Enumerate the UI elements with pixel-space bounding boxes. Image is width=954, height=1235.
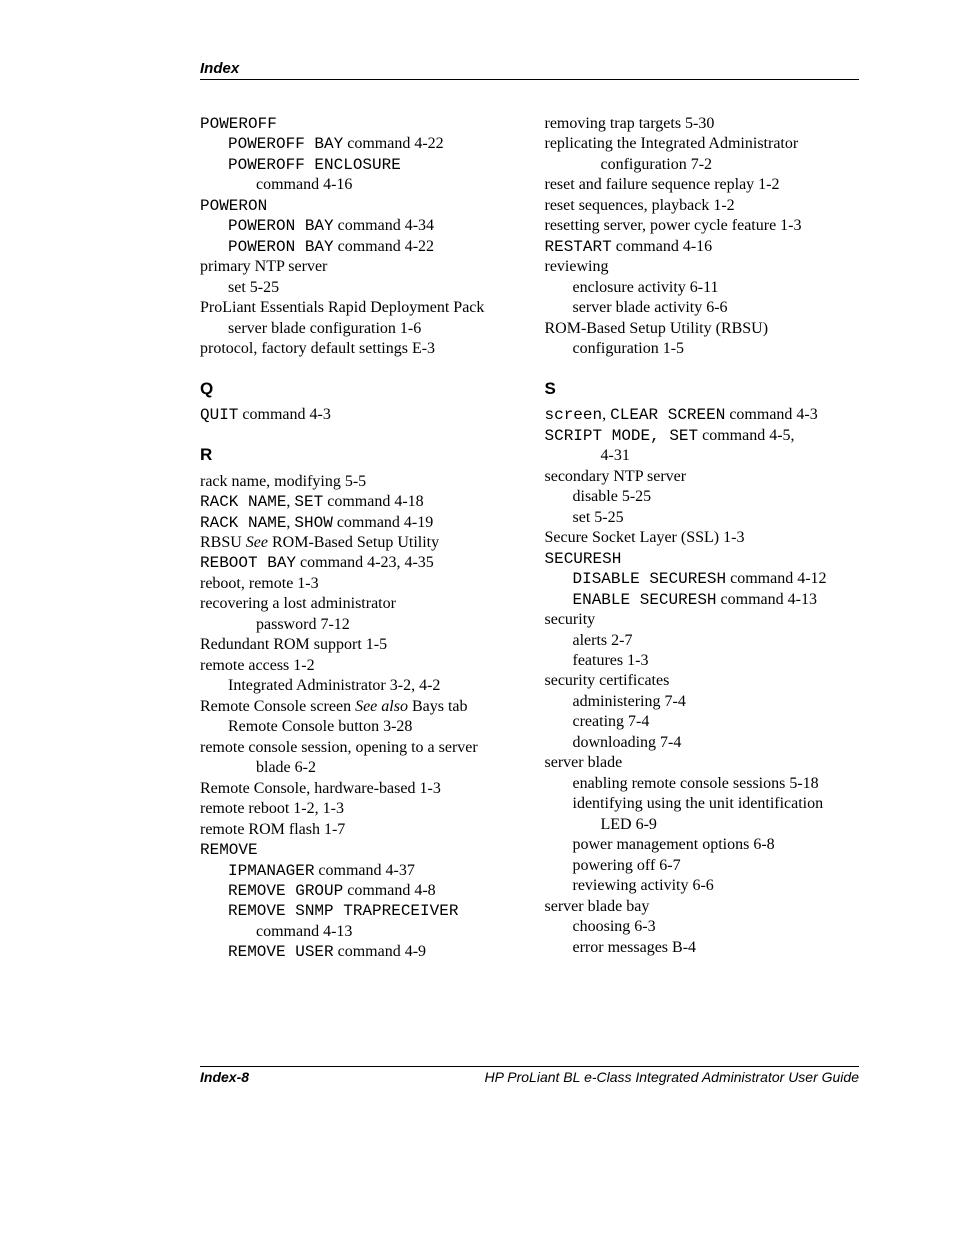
index-entry: Integrated Administrator 3-2, 4-2 (200, 676, 515, 696)
index-entry: RACK NAME, SET command 4-18 (200, 492, 515, 512)
index-entry: server blade (545, 753, 860, 773)
index-entry: POWERON BAY command 4-22 (200, 237, 515, 257)
index-entry: screen, CLEAR SCREEN command 4-3 (545, 405, 860, 425)
index-entry: command 4-16 (200, 175, 515, 195)
index-entry: Redundant ROM support 1-5 (200, 635, 515, 655)
index-entry: POWEROFF BAY command 4-22 (200, 134, 515, 154)
index-entry: primary NTP server (200, 257, 515, 277)
index-columns: POWEROFFPOWEROFF BAY command 4-22POWEROF… (200, 114, 859, 963)
footer-title: HP ProLiant BL e-Class Integrated Admini… (484, 1069, 859, 1085)
index-entry: QUIT command 4-3 (200, 405, 515, 425)
index-entry: resetting server, power cycle feature 1-… (545, 216, 860, 236)
index-entry: administering 7-4 (545, 692, 860, 712)
right-column: removing trap targets 5-30replicating th… (545, 114, 860, 963)
index-entry: ENABLE SECURESH command 4-13 (545, 590, 860, 610)
index-entry: creating 7-4 (545, 712, 860, 732)
index-entry: REMOVE SNMP TRAPRECEIVER (200, 901, 515, 921)
index-entry: password 7-12 (200, 615, 515, 635)
index-entry: server blade bay (545, 897, 860, 917)
index-entry: SECURESH (545, 549, 860, 569)
index-entry: blade 6-2 (200, 758, 515, 778)
index-entry: configuration 1-5 (545, 339, 860, 359)
index-entry: security certificates (545, 671, 860, 691)
index-entry: choosing 6-3 (545, 917, 860, 937)
index-entry: IPMANAGER command 4-37 (200, 861, 515, 881)
index-entry: secondary NTP server (545, 467, 860, 487)
index-entry: configuration 7-2 (545, 155, 860, 175)
index-entry: reboot, remote 1-3 (200, 574, 515, 594)
index-entry: protocol, factory default settings E-3 (200, 339, 515, 359)
index-entry: reset and failure sequence replay 1-2 (545, 175, 860, 195)
index-entry: 4-31 (545, 446, 860, 466)
index-section-head: Q (200, 378, 515, 400)
index-entry: remote reboot 1-2, 1-3 (200, 799, 515, 819)
index-entry: RBSU See ROM-Based Setup Utility (200, 533, 515, 553)
index-section-head: R (200, 444, 515, 466)
index-entry: downloading 7-4 (545, 733, 860, 753)
index-entry: POWERON BAY command 4-34 (200, 216, 515, 236)
index-entry: remote console session, opening to a ser… (200, 738, 515, 758)
index-entry: reviewing (545, 257, 860, 277)
index-entry: Remote Console button 3-28 (200, 717, 515, 737)
index-section-head: S (545, 378, 860, 400)
index-entry: RACK NAME, SHOW command 4-19 (200, 513, 515, 533)
index-entry: enabling remote console sessions 5-18 (545, 774, 860, 794)
index-entry: server blade activity 6-6 (545, 298, 860, 318)
footer-page-number: Index-8 (200, 1069, 249, 1085)
index-entry: DISABLE SECURESH command 4-12 (545, 569, 860, 589)
index-entry: LED 6-9 (545, 815, 860, 835)
index-entry: removing trap targets 5-30 (545, 114, 860, 134)
index-entry: command 4-13 (200, 922, 515, 942)
index-entry: alerts 2-7 (545, 631, 860, 651)
index-entry: power management options 6-8 (545, 835, 860, 855)
index-entry: set 5-25 (545, 508, 860, 528)
left-column: POWEROFFPOWEROFF BAY command 4-22POWEROF… (200, 114, 515, 963)
index-entry: RESTART command 4-16 (545, 237, 860, 257)
index-entry: remote ROM flash 1-7 (200, 820, 515, 840)
index-entry: reset sequences, playback 1-2 (545, 196, 860, 216)
index-entry: Remote Console screen See also Bays tab (200, 697, 515, 717)
index-entry: Secure Socket Layer (SSL) 1-3 (545, 528, 860, 548)
index-entry: ProLiant Essentials Rapid Deployment Pac… (200, 298, 515, 318)
index-entry: features 1-3 (545, 651, 860, 671)
index-entry: identifying using the unit identificatio… (545, 794, 860, 814)
index-entry: error messages B-4 (545, 938, 860, 958)
index-entry: set 5-25 (200, 278, 515, 298)
page-header: Index (200, 60, 859, 80)
index-entry: SCRIPT MODE, SET command 4-5, (545, 426, 860, 446)
index-entry: POWERON (200, 196, 515, 216)
index-entry: REMOVE GROUP command 4-8 (200, 881, 515, 901)
index-entry: POWEROFF ENCLOSURE (200, 155, 515, 175)
index-entry: remote access 1-2 (200, 656, 515, 676)
index-entry: powering off 6-7 (545, 856, 860, 876)
index-entry: REMOVE (200, 840, 515, 860)
index-entry: reviewing activity 6-6 (545, 876, 860, 896)
index-entry: REMOVE USER command 4-9 (200, 942, 515, 962)
index-entry: rack name, modifying 5-5 (200, 472, 515, 492)
index-entry: recovering a lost administrator (200, 594, 515, 614)
index-entry: ROM-Based Setup Utility (RBSU) (545, 319, 860, 339)
page-footer: Index-8 HP ProLiant BL e-Class Integrate… (200, 1066, 859, 1085)
index-entry: POWEROFF (200, 114, 515, 134)
index-entry: REBOOT BAY command 4-23, 4-35 (200, 553, 515, 573)
index-entry: enclosure activity 6-11 (545, 278, 860, 298)
index-entry: server blade configuration 1-6 (200, 319, 515, 339)
index-entry: Remote Console, hardware-based 1-3 (200, 779, 515, 799)
index-entry: security (545, 610, 860, 630)
index-entry: replicating the Integrated Administrator (545, 134, 860, 154)
index-entry: disable 5-25 (545, 487, 860, 507)
